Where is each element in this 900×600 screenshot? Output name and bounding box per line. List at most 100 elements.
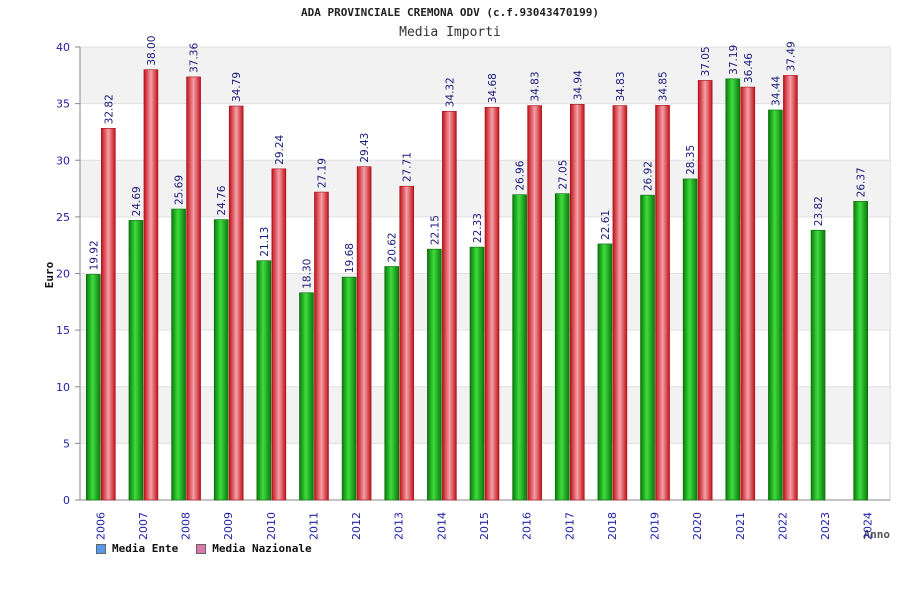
bar-media-nazionale [442,111,457,501]
legend-item-media-nazionale: Media Nazionale [196,542,312,555]
data-label-media-nazionale: 37.05 [700,46,712,76]
bar-media-nazionale [655,105,670,501]
data-label-media-ente: 22.61 [600,210,612,240]
x-tick-label: 2010 [265,512,278,540]
data-label-media-nazionale: 27.19 [316,158,328,188]
bar-media-ente [597,243,613,501]
y-tick-label: 30 [56,154,70,167]
bar-media-nazionale [612,105,628,501]
legend-swatch-media-ente [96,543,106,554]
data-label-media-ente: 24.76 [216,185,228,215]
legend: Media Ente Media Nazionale [96,542,312,555]
x-tick-label: 2006 [94,512,107,540]
data-label-media-ente: 21.13 [259,227,271,257]
data-label-media-ente: 22.15 [429,215,441,245]
bar-media-nazionale [271,168,287,501]
bar-media-ente [810,229,826,501]
data-label-media-ente: 26.37 [856,167,868,197]
data-label-media-ente: 34.44 [770,76,782,106]
data-label-media-ente: 25.69 [174,175,186,205]
data-label-media-nazionale: 37.49 [785,41,797,71]
bar-media-ente [512,194,527,501]
bar-media-nazionale [399,185,415,501]
bar-media-ente [341,276,357,501]
x-tick-label: 2022 [776,512,789,540]
data-label-media-nazionale: 34.83 [530,71,542,101]
y-tick-label: 5 [63,437,70,450]
bar-media-ente [128,220,144,501]
x-tick-label: 2021 [734,512,747,540]
x-tick-label: 2017 [563,512,576,540]
data-label-media-ente: 19.92 [88,240,100,270]
bar-media-nazionale [356,166,372,501]
x-tick-label: 2024 [862,512,875,540]
data-label-media-nazionale: 36.46 [743,53,755,83]
data-label-media-nazionale: 34.85 [658,71,670,101]
data-label-media-ente: 20.62 [387,232,399,262]
data-label-media-nazionale: 34.94 [572,70,584,100]
y-tick-label: 15 [56,324,70,337]
bar-media-ente [427,248,442,501]
data-label-media-ente: 19.68 [344,243,356,273]
bar-media-nazionale [783,75,798,501]
y-tick-label: 35 [56,98,70,111]
bar-media-ente [640,194,655,501]
bar-media-ente [86,274,101,501]
y-tick-label: 20 [56,268,70,281]
bar-media-nazionale [527,105,542,501]
x-tick-label: 2019 [649,512,662,540]
bar-media-ente [469,246,485,501]
x-tick-label: 2018 [606,512,619,540]
y-tick-label: 10 [56,381,70,394]
chart-subtitle: Media Importi [399,25,501,40]
bar-media-nazionale [228,105,244,501]
legend-label-media-ente: Media Ente [112,542,179,555]
y-tick-label: 25 [56,211,70,224]
data-label-media-ente: 37.19 [728,45,740,75]
legend-swatch-media-nazionale [196,543,207,554]
bar-media-nazionale [740,86,756,501]
bar-media-nazionale [101,128,116,501]
bar-media-nazionale [569,104,585,501]
bar-media-ente [768,109,783,501]
x-tick-label: 2023 [819,512,832,540]
data-label-media-ente: 28.35 [685,145,697,175]
bar-media-nazionale [314,191,329,501]
data-label-media-ente: 23.82 [813,196,825,226]
data-label-media-nazionale: 27.71 [402,152,414,182]
x-tick-label: 2015 [478,512,491,540]
x-tick-label: 2007 [137,512,150,540]
bar-media-ente [256,260,272,501]
bar-media-ente [171,208,186,501]
bar-media-ente [853,201,868,501]
bar-media-ente [299,292,314,501]
data-label-media-ente: 18.30 [301,259,313,289]
data-label-media-ente: 26.92 [643,161,655,191]
data-label-media-ente: 24.69 [131,186,143,216]
y-axis-label: Euro [43,261,56,288]
data-label-media-ente: 22.33 [472,213,484,243]
x-tick-label: 2011 [307,512,320,540]
data-label-media-nazionale: 29.24 [274,134,286,164]
x-tick-label: 2012 [350,512,363,540]
data-label-media-ente: 27.05 [557,160,569,190]
grid-band [80,47,890,104]
data-label-media-nazionale: 34.68 [487,73,499,103]
data-label-media-nazionale: 38.00 [146,36,158,66]
data-label-media-nazionale: 37.36 [189,43,201,73]
chart-title: ADA PROVINCIALE CREMONA ODV (c.f.9304347… [300,6,599,19]
x-tick-label: 2020 [691,512,704,540]
x-tick-label: 2016 [521,512,534,540]
bar-media-nazionale [186,76,201,501]
data-label-media-ente: 26.96 [515,160,527,190]
data-label-media-nazionale: 34.79 [231,72,243,102]
data-label-media-nazionale: 34.83 [615,71,627,101]
data-label-media-nazionale: 29.43 [359,133,371,163]
bar-media-ente [725,78,741,501]
x-axis-label: Anno [864,528,891,541]
bar-media-ente [384,266,400,501]
legend-label-media-nazionale: Media Nazionale [212,542,312,555]
bar-media-nazionale [697,80,713,501]
data-label-media-nazionale: 32.82 [103,94,115,124]
bar-media-nazionale [484,106,500,501]
